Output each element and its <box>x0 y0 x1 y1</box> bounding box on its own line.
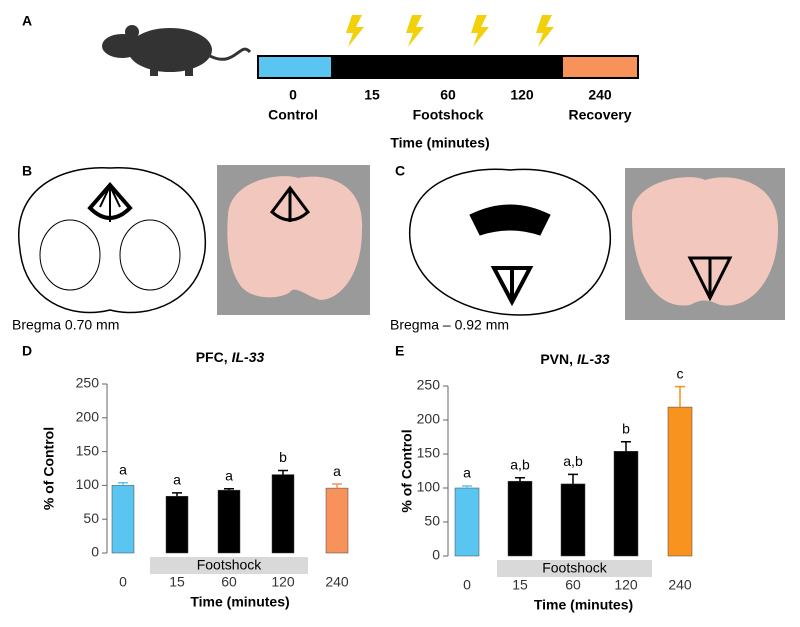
significance-letter: a <box>333 463 341 479</box>
timeline-phase: Recovery <box>568 107 631 123</box>
chart-title-gene: IL-33 <box>232 349 265 365</box>
bar <box>560 483 586 557</box>
chart-title: PVN, IL-33 <box>540 351 610 367</box>
error-bar <box>568 473 578 484</box>
footshock-band <box>150 557 308 574</box>
chart-title-gene: IL-33 <box>577 351 610 367</box>
footshock-band <box>497 560 652 577</box>
timeline-tick: 60 <box>440 87 456 103</box>
timeline-tick: 120 <box>510 87 534 103</box>
timeline-tick: 240 <box>588 87 612 103</box>
timeline-phase: Control <box>268 107 318 123</box>
error-bar <box>278 469 288 475</box>
timeline-tick: 0 <box>289 87 297 103</box>
bar <box>454 487 480 557</box>
error-bar <box>515 477 525 482</box>
section-label: Bregma – 0.92 mm <box>390 317 509 333</box>
x-tick-label: 15 <box>169 574 185 590</box>
footshock-label: Footshock <box>542 560 608 576</box>
rat-icon <box>102 25 252 76</box>
bar <box>613 451 639 557</box>
significance-letter: b <box>622 420 630 436</box>
error-bar <box>675 385 685 408</box>
timeline-phase: Footshock <box>413 107 484 123</box>
bar <box>111 485 135 554</box>
bar <box>325 487 349 554</box>
y-tick-label: 150 <box>417 445 441 461</box>
x-tick-label: 120 <box>271 574 295 590</box>
y-tick-label: 250 <box>76 375 100 391</box>
x-axis-label: Time (minutes) <box>534 597 633 613</box>
y-tick-label: 50 <box>83 510 99 526</box>
timeline-xlabel: Time (minutes) <box>390 135 489 151</box>
y-tick-label: 250 <box>417 377 441 393</box>
timeline-tick: 15 <box>364 87 380 103</box>
x-tick-label: 240 <box>668 577 692 593</box>
chart-title-text: PVN, <box>540 351 573 367</box>
x-tick-label: 0 <box>463 577 471 593</box>
x-tick-label: 120 <box>614 577 638 593</box>
significance-letter: b <box>279 449 287 465</box>
significance-letter: a,b <box>510 457 530 473</box>
bar <box>271 474 295 554</box>
brain-photo <box>632 177 779 306</box>
brain-atlas <box>17 167 206 314</box>
panel-letter: D <box>22 343 32 359</box>
y-axis-label: % of Control <box>41 427 57 510</box>
significance-letter: a <box>463 465 471 481</box>
x-tick-label: 15 <box>512 577 528 593</box>
y-tick-label: 100 <box>417 479 441 495</box>
significance-letter: a <box>119 461 127 477</box>
bar <box>217 489 241 554</box>
panel-letter: E <box>395 343 404 359</box>
significance-letter: a,b <box>563 453 583 469</box>
significance-letter: a <box>225 467 233 483</box>
brain-atlas <box>409 168 611 316</box>
y-tick-label: 0 <box>432 547 440 563</box>
bar <box>165 495 189 554</box>
x-axis-label: Time (minutes) <box>190 594 289 610</box>
region-marker <box>687 256 733 302</box>
lightning-icons <box>346 15 554 47</box>
y-axis-label: % of Control <box>399 429 415 512</box>
y-tick-label: 150 <box>76 442 100 458</box>
bar <box>667 406 693 557</box>
bar <box>507 480 533 557</box>
y-tick-label: 100 <box>76 476 100 492</box>
timeline-bar <box>257 55 639 79</box>
y-tick-label: 200 <box>417 411 441 427</box>
x-tick-label: 240 <box>325 574 349 590</box>
y-tick-label: 0 <box>91 544 99 560</box>
error-bar <box>332 483 342 489</box>
x-tick-label: 60 <box>565 577 581 593</box>
chart-title-text: PFC, <box>196 349 228 365</box>
panel-letter: B <box>22 163 32 179</box>
y-tick-label: 200 <box>76 409 100 425</box>
error-bar <box>224 488 234 491</box>
significance-letter: a <box>173 472 181 488</box>
panel-letter: C <box>395 163 405 179</box>
error-bar <box>118 481 128 486</box>
x-tick-label: 0 <box>119 574 127 590</box>
region-marker <box>269 185 311 222</box>
chart-title: PFC, IL-33 <box>196 349 265 365</box>
error-bar <box>462 485 472 488</box>
x-tick-label: 60 <box>221 574 237 590</box>
y-tick-label: 50 <box>424 513 440 529</box>
footshock-label: Footshock <box>197 557 263 573</box>
error-bar <box>621 441 631 452</box>
section-label: Bregma 0.70 mm <box>12 317 119 333</box>
brain-photo <box>227 176 363 300</box>
panel-letter: A <box>22 13 32 29</box>
significance-letter: c <box>677 365 684 381</box>
error-bar <box>172 492 182 497</box>
